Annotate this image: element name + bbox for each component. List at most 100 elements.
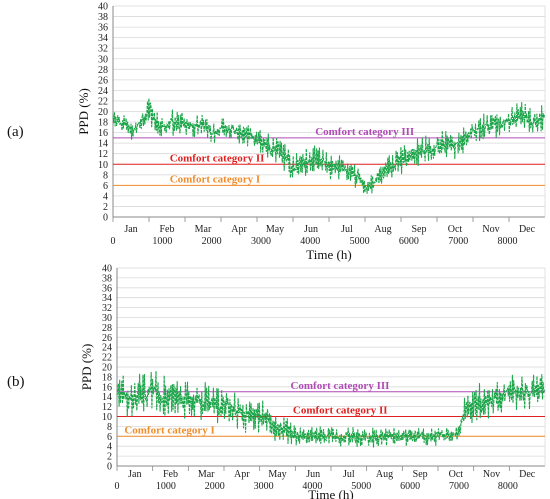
month-label: Jun bbox=[304, 224, 318, 235]
y-tick-label: 18 bbox=[102, 372, 112, 383]
x-tick-label: 8000 bbox=[498, 481, 518, 492]
y-tick-label: 0 bbox=[107, 462, 112, 473]
chart-panel-b: 0246810121416182022242628303234363840Jan… bbox=[7, 264, 546, 499]
month-label: Nov bbox=[482, 224, 499, 235]
reference-line-label: Comfort category III bbox=[315, 126, 414, 138]
month-label: Nov bbox=[483, 469, 500, 480]
y-tick-label: 30 bbox=[102, 313, 112, 324]
month-label: Jul bbox=[343, 469, 355, 480]
month-label: Feb bbox=[160, 224, 175, 235]
y-tick-label: 12 bbox=[102, 402, 112, 413]
y-tick-label: 18 bbox=[98, 118, 108, 129]
panel-label: (b) bbox=[7, 374, 25, 390]
x-tick-label: 6000 bbox=[399, 236, 419, 247]
x-tick-label: 7000 bbox=[449, 481, 469, 492]
x-tick-label: 0 bbox=[111, 236, 116, 247]
month-label: Aug bbox=[376, 469, 393, 480]
reference-line-label: Comfort category II bbox=[293, 405, 388, 417]
y-tick-label: 12 bbox=[98, 149, 108, 160]
y-tick-label: 28 bbox=[102, 323, 112, 334]
month-label: Dec bbox=[519, 224, 536, 235]
y-tick-label: 24 bbox=[102, 343, 112, 354]
month-label: May bbox=[266, 224, 284, 235]
x-tick-label: 5000 bbox=[350, 236, 370, 247]
x-tick-label: 1000 bbox=[152, 236, 172, 247]
y-tick-label: 8 bbox=[103, 170, 108, 181]
y-tick-label: 24 bbox=[98, 86, 108, 97]
x-tick-label: 2000 bbox=[202, 236, 222, 247]
y-tick-label: 14 bbox=[98, 139, 108, 150]
y-tick-label: 32 bbox=[98, 44, 108, 55]
month-label: Mar bbox=[195, 224, 212, 235]
y-tick-label: 34 bbox=[98, 33, 108, 44]
y-tick-label: 6 bbox=[103, 181, 108, 192]
month-label: Jul bbox=[341, 224, 353, 235]
y-tick-label: 2 bbox=[103, 202, 108, 213]
reference-line-label: Comfort category III bbox=[290, 380, 389, 392]
month-label: Sep bbox=[413, 469, 428, 480]
month-label: Jan bbox=[124, 224, 137, 235]
month-label: Oct bbox=[448, 224, 463, 235]
data-series-line bbox=[112, 97, 546, 194]
reference-line-label: Comfort category I bbox=[170, 173, 260, 185]
y-tick-label: 2 bbox=[107, 452, 112, 463]
month-label: Dec bbox=[519, 469, 536, 480]
month-label: Jun bbox=[306, 469, 320, 480]
y-tick-label: 4 bbox=[107, 442, 112, 453]
y-tick-label: 34 bbox=[102, 293, 112, 304]
x-tick-label: 3000 bbox=[251, 236, 271, 247]
x-tick-label: 5000 bbox=[351, 481, 371, 492]
y-tick-label: 10 bbox=[98, 160, 108, 171]
y-tick-label: 32 bbox=[102, 303, 112, 314]
month-label: Jan bbox=[128, 469, 141, 480]
y-tick-label: 16 bbox=[98, 128, 108, 139]
month-label: Mar bbox=[198, 469, 215, 480]
y-tick-label: 26 bbox=[98, 75, 108, 86]
chart-panel-a: 0246810121416182022242628303234363840Jan… bbox=[7, 2, 546, 262]
x-tick-label: 6000 bbox=[400, 481, 420, 492]
x-tick-label: 4000 bbox=[302, 481, 322, 492]
y-tick-label: 8 bbox=[107, 422, 112, 433]
x-tick-label: 4000 bbox=[300, 236, 320, 247]
y-tick-label: 28 bbox=[98, 65, 108, 76]
y-tick-label: 22 bbox=[102, 353, 112, 364]
x-tick-label: 7000 bbox=[448, 236, 468, 247]
y-tick-label: 40 bbox=[98, 2, 108, 13]
y-axis-title: PPD (%) bbox=[79, 344, 94, 391]
x-tick-label: 3000 bbox=[254, 481, 274, 492]
y-tick-label: 6 bbox=[107, 432, 112, 443]
y-tick-label: 20 bbox=[98, 107, 108, 118]
y-tick-label: 10 bbox=[102, 412, 112, 423]
x-tick-label: 0 bbox=[115, 481, 120, 492]
y-tick-label: 0 bbox=[103, 213, 108, 224]
y-axis-title: PPD (%) bbox=[76, 88, 91, 135]
y-tick-label: 4 bbox=[103, 191, 108, 202]
y-tick-label: 38 bbox=[98, 12, 108, 23]
x-tick-label: 2000 bbox=[205, 481, 225, 492]
y-tick-label: 38 bbox=[102, 273, 112, 284]
x-axis-title: Time (h) bbox=[306, 247, 351, 262]
month-label: Oct bbox=[449, 469, 464, 480]
y-tick-label: 20 bbox=[102, 363, 112, 374]
month-label: Apr bbox=[234, 469, 250, 480]
x-tick-label: 1000 bbox=[156, 481, 176, 492]
y-tick-label: 26 bbox=[102, 333, 112, 344]
month-label: Sep bbox=[412, 224, 427, 235]
month-label: May bbox=[268, 469, 286, 480]
y-tick-label: 16 bbox=[102, 382, 112, 393]
data-series-line bbox=[116, 371, 546, 448]
y-tick-label: 22 bbox=[98, 96, 108, 107]
reference-line-label: Comfort category II bbox=[170, 152, 265, 164]
y-tick-label: 40 bbox=[102, 264, 112, 275]
y-tick-label: 36 bbox=[98, 23, 108, 34]
reference-line-label: Comfort category I bbox=[124, 424, 214, 436]
y-tick-label: 30 bbox=[98, 54, 108, 65]
y-tick-label: 36 bbox=[102, 283, 112, 294]
month-label: Aug bbox=[374, 224, 391, 235]
x-tick-label: 8000 bbox=[498, 236, 518, 247]
y-tick-label: 14 bbox=[102, 392, 112, 403]
month-label: Feb bbox=[163, 469, 178, 480]
month-label: Apr bbox=[231, 224, 247, 235]
x-axis-title: Time (h) bbox=[308, 487, 353, 499]
